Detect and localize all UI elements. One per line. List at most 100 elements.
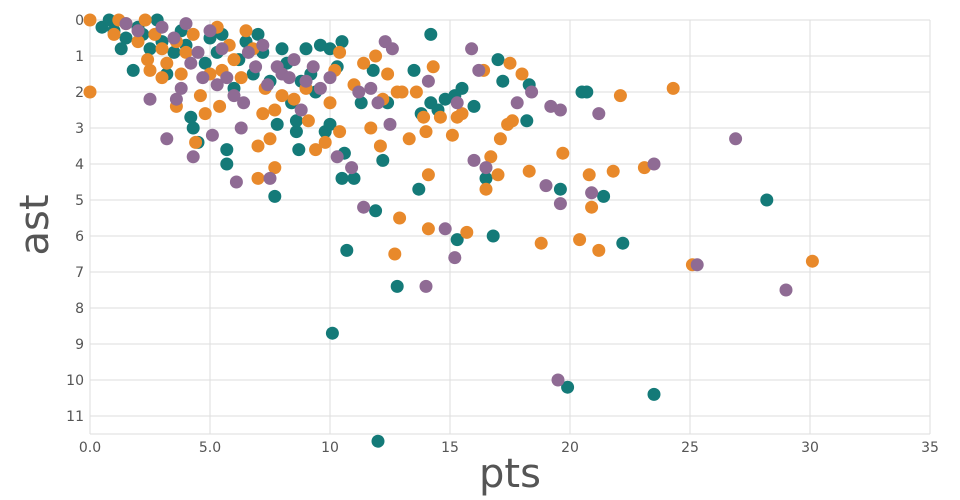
x-tick-label: 0.0 — [79, 440, 101, 456]
data-point — [426, 60, 440, 74]
data-point — [409, 85, 423, 99]
data-point — [289, 114, 303, 128]
data-point — [227, 53, 241, 67]
data-point — [505, 114, 519, 128]
data-point — [381, 67, 395, 81]
data-point — [371, 96, 385, 110]
data-point — [189, 135, 203, 149]
data-point — [256, 107, 270, 121]
data-point — [83, 85, 97, 99]
data-point — [251, 27, 265, 41]
data-point — [419, 125, 433, 139]
data-point — [585, 200, 599, 214]
data-point — [376, 153, 390, 167]
data-point — [184, 56, 198, 70]
data-point — [760, 193, 774, 207]
data-point — [263, 171, 277, 185]
data-point — [143, 63, 157, 77]
data-point — [131, 24, 145, 38]
data-point — [479, 161, 493, 175]
data-point — [373, 139, 387, 153]
y-tick-label: 1 — [75, 49, 84, 65]
data-point — [186, 27, 200, 41]
data-point — [479, 171, 493, 185]
data-point — [520, 114, 534, 128]
data-point — [395, 85, 409, 99]
data-point — [647, 387, 661, 401]
data-point — [383, 117, 397, 131]
data-point — [551, 373, 565, 387]
data-point — [573, 233, 587, 247]
data-point — [805, 254, 819, 268]
data-point — [184, 110, 198, 124]
data-point — [330, 150, 344, 164]
data-point — [270, 117, 284, 131]
x-tick-label: 30 — [801, 440, 819, 456]
data-point — [460, 225, 474, 239]
data-point — [241, 45, 255, 59]
data-point — [553, 103, 567, 117]
data-point — [155, 71, 169, 85]
data-point — [393, 211, 407, 225]
x-tick-label: 35 — [921, 440, 939, 456]
data-point — [580, 85, 594, 99]
y-tick-label: 6 — [75, 229, 84, 245]
data-point — [191, 45, 205, 59]
data-point — [256, 38, 270, 52]
data-point — [193, 89, 207, 103]
data-point — [340, 243, 354, 257]
data-point — [220, 71, 234, 85]
data-point — [419, 279, 433, 293]
data-point — [525, 85, 539, 99]
data-point — [335, 171, 349, 185]
x-axis-ticks: 0.0 5.0 10 15 20 25 30 35 — [79, 440, 939, 456]
data-point — [412, 182, 426, 196]
data-point — [421, 168, 435, 182]
data-point — [364, 121, 378, 135]
data-point — [357, 200, 371, 214]
data-point — [585, 186, 599, 200]
data-point — [592, 107, 606, 121]
data-point — [534, 236, 548, 250]
y-tick-label: 0 — [75, 13, 84, 29]
data-point — [472, 63, 486, 77]
data-point — [666, 81, 680, 95]
data-point — [287, 92, 301, 106]
data-point — [114, 42, 128, 56]
data-point — [333, 125, 347, 139]
data-point — [450, 96, 464, 110]
data-point — [503, 56, 517, 70]
y-axis-title: ast — [12, 194, 58, 255]
data-point — [465, 42, 479, 56]
y-tick-label: 5 — [75, 193, 84, 209]
data-point — [467, 99, 481, 113]
data-point — [493, 132, 507, 146]
data-point — [616, 236, 630, 250]
data-point — [323, 117, 337, 131]
y-tick-label: 2 — [75, 85, 84, 101]
data-point — [553, 182, 567, 196]
data-point — [539, 179, 553, 193]
data-point — [313, 81, 327, 95]
data-point — [198, 107, 212, 121]
data-point — [364, 81, 378, 95]
y-axis-ticks: 0 1 2 3 4 5 6 7 8 9 10 11 — [66, 13, 84, 425]
data-point — [251, 171, 265, 185]
data-point — [335, 35, 349, 49]
data-point — [424, 27, 438, 41]
data-point — [779, 283, 793, 297]
x-tick-label: 20 — [561, 440, 579, 456]
data-point — [249, 60, 263, 74]
data-point — [323, 96, 337, 110]
data-point — [318, 135, 332, 149]
data-point — [155, 20, 169, 34]
data-point — [333, 45, 347, 59]
data-point — [613, 89, 627, 103]
data-point — [388, 247, 402, 261]
data-point — [366, 63, 380, 77]
data-point — [186, 121, 200, 135]
y-tick-label: 4 — [75, 157, 84, 173]
data-point — [301, 114, 315, 128]
data-point — [210, 78, 224, 92]
data-point — [102, 13, 116, 27]
